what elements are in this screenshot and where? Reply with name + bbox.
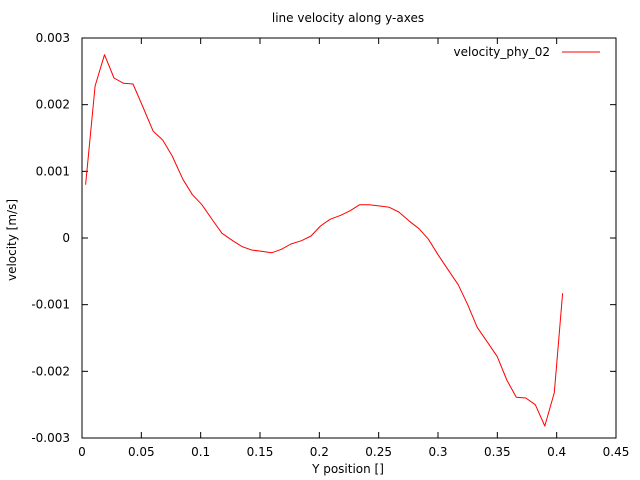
y-tick-label: -0.003 <box>31 431 70 445</box>
x-tick-label: 0.4 <box>547 445 566 459</box>
series-line <box>85 54 564 427</box>
x-tick-label: 0.3 <box>428 445 447 459</box>
x-tick-label: 0 <box>78 445 86 459</box>
y-axis-label: velocity [m/s] <box>5 199 19 281</box>
y-tick-label: 0 <box>62 231 70 245</box>
legend-label: velocity_phy_02 <box>454 45 551 59</box>
legend: velocity_phy_02 <box>454 45 600 59</box>
x-tick-label: 0.35 <box>484 445 511 459</box>
x-tick-label: 0.2 <box>310 445 329 459</box>
x-tick-label: 0.1 <box>191 445 210 459</box>
plot-frame <box>81 37 617 439</box>
chart-title: line velocity along y-axes <box>272 11 424 25</box>
y-tick-label: 0.003 <box>36 31 70 45</box>
x-axis-label: Y position [] <box>311 462 384 476</box>
y-tick-label: 0.002 <box>36 98 70 112</box>
y-tick-label: -0.002 <box>31 364 70 378</box>
y-tick-label: 0.001 <box>36 164 70 178</box>
x-tick-label: 0.15 <box>247 445 274 459</box>
axis-ticks: 0 0.05 0.1 0.15 0.2 0.25 0.3 0.35 0.4 0.45 -0.003 -… <box>31 31 629 459</box>
x-tick-label: 0.05 <box>128 445 155 459</box>
series-layer <box>85 54 564 427</box>
x-tick-label: 0.25 <box>365 445 392 459</box>
x-tick-label: 0.45 <box>603 445 630 459</box>
y-tick-label: -0.001 <box>31 298 70 312</box>
